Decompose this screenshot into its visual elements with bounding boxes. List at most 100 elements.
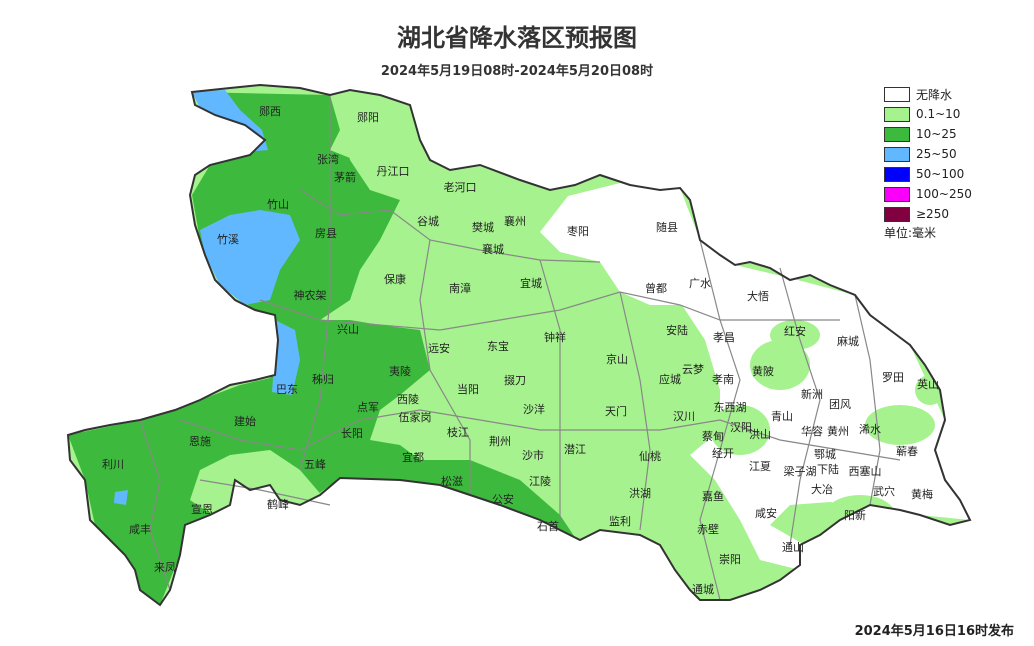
place-label: 兴山 [337, 323, 359, 336]
place-label: 南漳 [449, 281, 471, 295]
place-label: 江陵 [529, 475, 551, 488]
place-label: 东宝 [487, 339, 509, 353]
place-label: 麻城 [837, 334, 859, 348]
place-label: 蔡甸 [702, 430, 724, 443]
place-label: 鹤峰 [267, 497, 289, 511]
area-light-rain [865, 405, 935, 445]
place-label: 孝南 [712, 373, 734, 386]
place-label: 神农架 [294, 288, 327, 302]
place-label: 宜城 [520, 276, 542, 290]
place-label: 英山 [917, 377, 939, 391]
place-label: 咸安 [755, 506, 777, 520]
place-label: 老河口 [444, 181, 477, 194]
legend-label: 25~50 [916, 147, 957, 161]
legend-label: ≥250 [916, 207, 949, 221]
legend-swatch [884, 186, 910, 202]
legend-item: 50~100 [884, 164, 972, 184]
place-label: 大冶 [811, 482, 833, 496]
legend-swatch [884, 126, 910, 142]
place-label: 伍家岗 [399, 410, 432, 424]
place-label: 广水 [689, 277, 711, 290]
legend-swatch [884, 106, 910, 122]
place-label: 郧阳 [357, 111, 379, 124]
place-label: 梁子湖 [784, 464, 817, 478]
place-label: 钟祥 [544, 330, 566, 344]
legend-swatch [884, 166, 910, 182]
area-heavy-rain [200, 210, 300, 305]
place-label: 郧西 [259, 105, 281, 118]
province-outline [66, 83, 972, 607]
place-label: 经开 [712, 447, 734, 460]
area-light-rain [750, 340, 810, 390]
legend-label: 100~250 [916, 187, 972, 201]
place-label: 崇阳 [719, 553, 741, 566]
place-label: 公安 [492, 492, 514, 506]
place-label: 松滋 [441, 474, 463, 488]
area-light-rain [340, 100, 410, 200]
place-label: 随县 [656, 220, 678, 234]
place-label: 蕲春 [896, 445, 918, 458]
place-label: 当阳 [457, 382, 479, 396]
place-label: 汉阳 [730, 421, 752, 434]
place-label: 保康 [384, 272, 406, 286]
legend-item: 25~50 [884, 144, 972, 164]
place-label: 江夏 [749, 460, 771, 473]
place-label: 团风 [829, 398, 851, 411]
place-label: 咸丰 [129, 523, 151, 536]
place-label: 汉川 [673, 410, 695, 423]
place-label: 下陆 [817, 462, 839, 476]
place-label: 襄城 [482, 242, 504, 256]
place-label: 来凤 [154, 561, 176, 574]
legend-label: 50~100 [916, 167, 965, 181]
place-label: 枝江 [447, 425, 469, 439]
place-label: 房县 [315, 227, 337, 240]
area-light-rain [610, 305, 670, 355]
map-title: 湖北省降水落区预报图 [397, 24, 637, 52]
place-label: 安陆 [666, 323, 688, 337]
forecast-period: 2024年5月19日08时-2024年5月20日08时 [380, 64, 654, 79]
place-label: 罗田 [882, 371, 904, 384]
legend-item: ≥250 [884, 204, 972, 224]
legend-label: 10~25 [916, 127, 957, 141]
place-label: 监利 [609, 515, 631, 528]
place-label: 黄州 [827, 424, 849, 438]
place-label: 新洲 [801, 387, 823, 401]
place-label: 秭归 [312, 372, 334, 386]
area-heavy-rain [272, 320, 300, 395]
place-label: 洪湖 [629, 486, 651, 500]
place-label: 西塞山 [849, 464, 882, 478]
place-label: 夷陵 [389, 365, 411, 378]
place-label: 孝昌 [713, 331, 735, 344]
legend: 无降水 0.1~10 10~25 25~50 50~100 100~250 ≥250 单位:… [884, 84, 972, 241]
legend-swatch [884, 206, 910, 222]
legend-label: 0.1~10 [916, 107, 961, 121]
legend-item: 无降水 [884, 84, 972, 104]
place-label: 利川 [102, 458, 124, 471]
place-label: 竹山 [267, 197, 289, 211]
place-label: 嘉鱼 [702, 489, 724, 503]
place-label: 石首 [537, 519, 559, 533]
place-label: 应城 [659, 372, 681, 386]
place-label: 黄陂 [752, 364, 774, 378]
place-label: 宣恩 [191, 502, 213, 516]
place-label: 曾都 [645, 281, 667, 295]
place-label: 青山 [771, 410, 793, 423]
place-label: 鄂城 [814, 448, 836, 461]
place-label: 建始 [234, 414, 256, 428]
place-label: 浠水 [859, 422, 881, 436]
place-label: 黄梅 [911, 487, 933, 501]
place-label: 宜都 [402, 450, 424, 464]
place-label: 洪山 [749, 427, 771, 441]
place-label: 茅箭 [334, 170, 356, 184]
place-label: 丹江口 [377, 165, 410, 178]
area-light-rain [770, 320, 820, 350]
place-label: 京山 [606, 352, 628, 366]
place-label: 东西湖 [714, 401, 747, 414]
place-label: 大悟 [747, 289, 769, 303]
place-label: 华容 [801, 424, 823, 438]
place-label: 五峰 [304, 458, 326, 471]
place-label: 荆州 [489, 435, 511, 448]
legend-item: 10~25 [884, 124, 972, 144]
legend-label: 无降水 [916, 87, 953, 102]
